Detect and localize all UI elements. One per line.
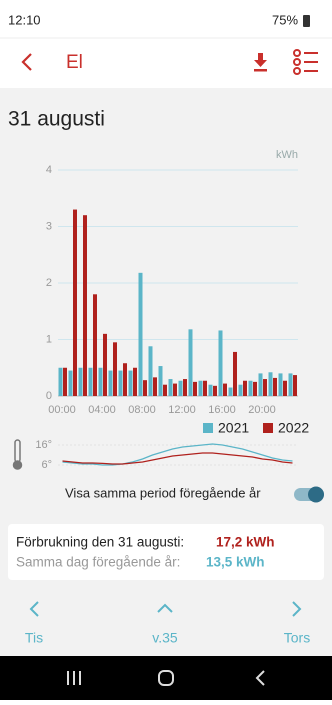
bar <box>193 381 197 396</box>
bar <box>148 346 153 396</box>
thermometer-icon <box>12 439 23 470</box>
bar <box>218 330 223 396</box>
prev-label[interactable]: Tis <box>25 630 43 646</box>
bar <box>268 372 273 396</box>
back-button[interactable] <box>21 53 32 71</box>
temperature-line <box>62 443 293 466</box>
bar <box>83 215 87 396</box>
bar <box>133 367 137 396</box>
bar <box>248 380 253 396</box>
legend-swatch <box>203 423 213 433</box>
bar <box>293 375 297 396</box>
bar <box>243 380 247 396</box>
summary-value: 17,2 kWh <box>216 535 275 550</box>
download-button[interactable] <box>254 53 267 72</box>
bar <box>258 373 263 396</box>
y-tick-label: 4 <box>46 164 52 176</box>
battery-icon <box>303 15 310 27</box>
summary-value: 13,5 kWh <box>206 555 265 570</box>
up-arrow[interactable] <box>157 603 173 613</box>
y-tick-label: 3 <box>46 220 52 232</box>
bar <box>288 373 293 396</box>
bar <box>103 333 107 396</box>
menu-button[interactable] <box>293 49 318 75</box>
bar <box>168 379 173 396</box>
bar <box>88 367 93 396</box>
x-tick-label: 04:00 <box>88 404 116 416</box>
bar <box>233 351 237 396</box>
summary-label: Förbrukning den 31 augusti: <box>16 535 184 550</box>
y-tick-label: 0 <box>46 390 52 402</box>
bar <box>163 384 167 396</box>
bar <box>68 370 73 396</box>
bar <box>273 377 277 396</box>
bar <box>98 367 103 396</box>
y-tick-label: 1 <box>46 333 52 345</box>
top-area <box>0 0 332 88</box>
toggle-label: Visa samma period föregående år <box>65 485 261 500</box>
header-title: El <box>66 52 83 73</box>
bar <box>143 380 147 396</box>
y-tick-label: 16° <box>35 439 52 451</box>
bar <box>118 370 123 396</box>
x-tick-label: 16:00 <box>208 404 236 416</box>
temperature-line <box>62 452 293 465</box>
system-nav-bar <box>0 656 332 700</box>
bar <box>178 380 183 396</box>
bar <box>173 383 177 396</box>
bar <box>228 387 233 396</box>
date-heading: 31 augusti <box>8 108 105 131</box>
bar <box>203 380 207 396</box>
next-arrow[interactable] <box>292 601 302 617</box>
bar <box>188 329 193 396</box>
bar <box>153 377 157 396</box>
bar <box>93 294 97 396</box>
bar <box>263 379 267 396</box>
status-battery: 75% <box>272 12 298 27</box>
bar <box>113 342 117 396</box>
bar <box>213 385 217 396</box>
legend-label: 2021 <box>218 420 249 436</box>
bar <box>108 370 113 396</box>
bar <box>158 366 163 396</box>
bar <box>253 381 257 396</box>
bar <box>58 367 63 396</box>
bar <box>128 370 133 396</box>
bar <box>283 380 287 396</box>
bar <box>208 384 213 396</box>
legend-swatch <box>263 423 273 433</box>
bar <box>223 383 227 396</box>
x-tick-label: 20:00 <box>248 404 276 416</box>
prev-arrow[interactable] <box>29 601 39 617</box>
legend-label: 2022 <box>278 420 309 436</box>
system-nav-buttons[interactable] <box>67 670 265 686</box>
bar <box>123 363 127 396</box>
x-tick-label: 12:00 <box>168 404 196 416</box>
bar <box>73 209 77 396</box>
y-tick-label: 2 <box>46 277 52 289</box>
bar <box>138 272 143 396</box>
week-label[interactable]: v.35 <box>152 630 178 646</box>
bar <box>63 367 67 396</box>
bar <box>278 373 283 396</box>
toggle-switch[interactable] <box>294 486 324 503</box>
summary-label: Samma dag föregående år: <box>16 555 180 570</box>
next-label[interactable]: Tors <box>284 630 310 646</box>
status-time: 12:10 <box>8 12 41 27</box>
bar <box>198 380 203 396</box>
x-tick-label: 00:00 <box>48 404 76 416</box>
bar <box>183 379 187 396</box>
y-tick-label: 6° <box>41 459 52 471</box>
summary-card <box>8 524 324 580</box>
bar <box>78 367 83 396</box>
bar <box>238 384 243 396</box>
y-axis-unit: kWh <box>276 149 298 161</box>
x-tick-label: 08:00 <box>128 404 156 416</box>
